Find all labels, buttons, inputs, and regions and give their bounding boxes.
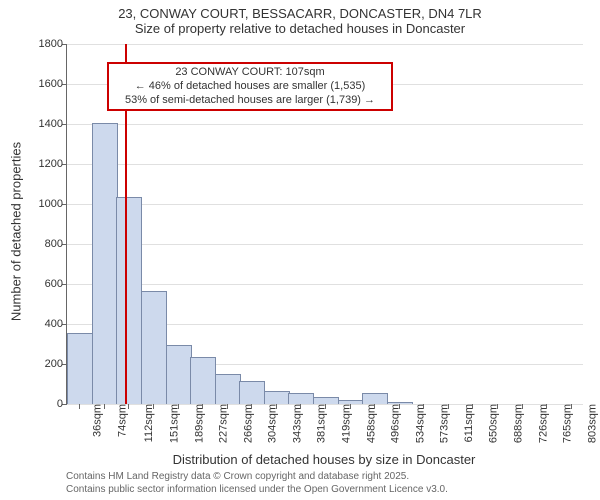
xtick-label: 151sqm xyxy=(165,404,181,443)
footnote-line-1: Contains HM Land Registry data © Crown c… xyxy=(66,470,448,483)
xtick-label: 611sqm xyxy=(459,404,475,442)
xtick-mark xyxy=(251,404,252,409)
xtick-mark xyxy=(350,404,351,409)
histogram-bar xyxy=(141,291,167,404)
ytick-label: 1800 xyxy=(39,38,67,50)
gridline-h xyxy=(67,244,583,245)
chart-title-1: 23, CONWAY COURT, BESSACARR, DONCASTER, … xyxy=(0,0,600,21)
histogram-bar xyxy=(264,391,290,404)
histogram-bar xyxy=(116,197,142,404)
ytick-label: 1400 xyxy=(39,118,67,130)
histogram-bar xyxy=(67,333,93,404)
histogram-bar xyxy=(313,397,339,404)
xtick-label: 688sqm xyxy=(509,404,525,443)
xtick-mark xyxy=(374,404,375,409)
xtick-mark xyxy=(399,404,400,409)
annotation-line-1: 23 CONWAY COURT: 107sqm xyxy=(115,66,385,80)
xtick-mark xyxy=(300,404,301,409)
gridline-h xyxy=(67,124,583,125)
xtick-label: 573sqm xyxy=(435,404,451,443)
xtick-mark xyxy=(325,404,326,409)
xtick-label: 266sqm xyxy=(238,404,254,443)
gridline-h xyxy=(67,44,583,45)
xtick-mark xyxy=(571,404,572,409)
x-axis-label: Distribution of detached houses by size … xyxy=(66,452,582,467)
ytick-label: 0 xyxy=(57,398,67,410)
histogram-bar xyxy=(288,393,314,404)
xtick-mark xyxy=(276,404,277,409)
gridline-h xyxy=(67,164,583,165)
y-axis-label: Number of detached properties xyxy=(9,132,24,332)
xtick-mark xyxy=(472,404,473,409)
xtick-label: 36sqm xyxy=(88,404,104,437)
xtick-label: 458sqm xyxy=(361,404,377,443)
xtick-mark xyxy=(546,404,547,409)
ytick-label: 1200 xyxy=(39,158,67,170)
xtick-mark xyxy=(79,404,80,409)
ytick-label: 400 xyxy=(45,318,67,330)
xtick-label: 304sqm xyxy=(263,404,279,443)
xtick-label: 803sqm xyxy=(582,404,598,443)
xtick-mark xyxy=(202,404,203,409)
histogram-bar xyxy=(362,393,388,404)
gridline-h xyxy=(67,284,583,285)
xtick-mark xyxy=(178,404,179,409)
xtick-label: 726sqm xyxy=(533,404,549,443)
histogram-bar xyxy=(387,402,413,404)
xtick-label: 227sqm xyxy=(214,404,230,443)
xtick-label: 419sqm xyxy=(337,404,353,443)
xtick-label: 112sqm xyxy=(140,404,156,442)
chart-container: 23, CONWAY COURT, BESSACARR, DONCASTER, … xyxy=(0,0,600,500)
xtick-label: 496sqm xyxy=(386,404,402,443)
xtick-label: 650sqm xyxy=(484,404,500,443)
xtick-label: 74sqm xyxy=(112,404,128,437)
histogram-bar xyxy=(92,123,118,404)
histogram-bar xyxy=(338,400,364,404)
annotation-line-3: 53% of semi-detached houses are larger (… xyxy=(115,94,385,108)
xtick-label: 534sqm xyxy=(410,404,426,443)
footnote: Contains HM Land Registry data © Crown c… xyxy=(66,470,448,496)
annotation-line-2: ← 46% of detached houses are smaller (1,… xyxy=(115,80,385,94)
xtick-mark xyxy=(128,404,129,409)
histogram-bar xyxy=(239,381,265,404)
histogram-bar xyxy=(190,357,216,404)
xtick-mark xyxy=(448,404,449,409)
ytick-label: 800 xyxy=(45,238,67,250)
xtick-mark xyxy=(497,404,498,409)
xtick-mark xyxy=(227,404,228,409)
gridline-h xyxy=(67,204,583,205)
xtick-label: 189sqm xyxy=(189,404,205,443)
chart-title-2: Size of property relative to detached ho… xyxy=(0,21,600,36)
ytick-label: 200 xyxy=(45,358,67,370)
annotation-box: 23 CONWAY COURT: 107sqm← 46% of detached… xyxy=(107,62,393,111)
footnote-line-2: Contains public sector information licen… xyxy=(66,483,448,496)
xtick-label: 343sqm xyxy=(287,404,303,443)
xtick-mark xyxy=(153,404,154,409)
xtick-mark xyxy=(423,404,424,409)
xtick-mark xyxy=(522,404,523,409)
plot-area: 02004006008001000120014001600180036sqm74… xyxy=(66,44,583,405)
ytick-label: 600 xyxy=(45,278,67,290)
histogram-bar xyxy=(166,345,192,404)
xtick-label: 765sqm xyxy=(558,404,574,443)
xtick-label: 381sqm xyxy=(312,404,328,443)
ytick-label: 1600 xyxy=(39,78,67,90)
ytick-label: 1000 xyxy=(39,198,67,210)
xtick-mark xyxy=(104,404,105,409)
histogram-bar xyxy=(215,374,241,404)
